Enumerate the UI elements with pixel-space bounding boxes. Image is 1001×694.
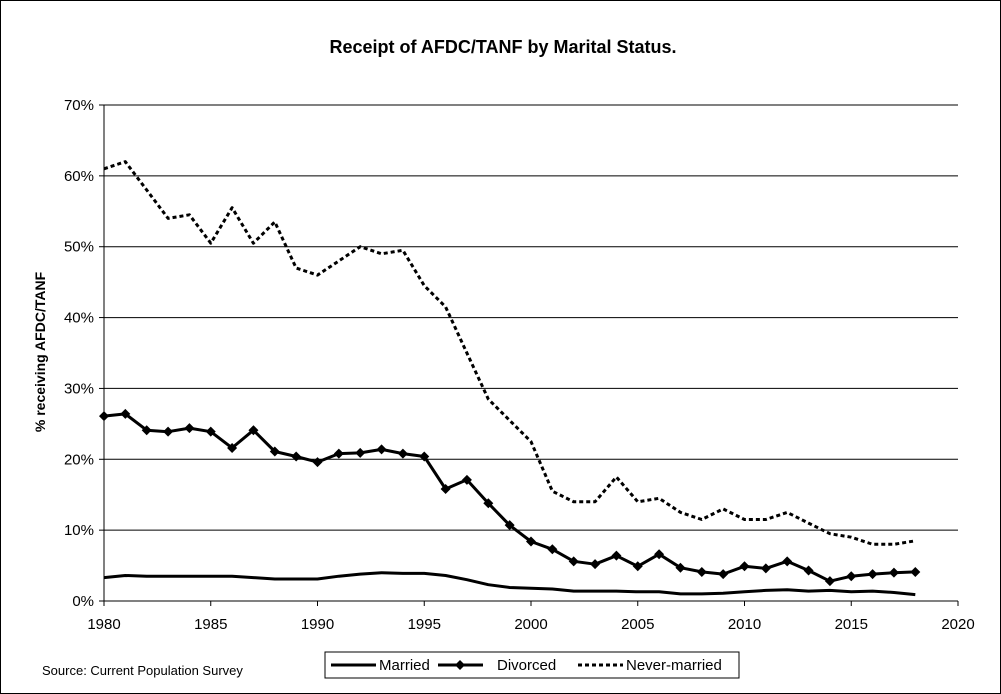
source-note: Source: Current Population Survey xyxy=(42,663,243,678)
data-point-divorced xyxy=(205,426,216,437)
data-point-divorced xyxy=(461,474,472,485)
data-point-divorced xyxy=(120,408,131,419)
y-tick-label: 40% xyxy=(64,310,94,327)
legend-label-married: Married xyxy=(379,657,430,674)
data-point-divorced xyxy=(782,556,793,567)
data-point-divorced xyxy=(333,448,344,459)
x-tick-label: 2010 xyxy=(728,616,761,633)
series-line-never-married xyxy=(103,160,916,546)
data-point-divorced xyxy=(910,566,921,577)
x-tick-label: 2015 xyxy=(835,616,868,633)
data-point-divorced xyxy=(291,451,302,462)
data-point-divorced xyxy=(419,451,430,462)
series-group xyxy=(99,160,921,597)
y-axis-ticks: 0% 10% 20% 30% 40% 50% 60% 70% xyxy=(64,97,104,610)
data-point-divorced xyxy=(675,562,686,573)
legend-marker-divorced xyxy=(455,660,465,670)
data-point-divorced xyxy=(718,569,729,580)
data-point-divorced xyxy=(632,561,643,572)
y-tick-label: 60% xyxy=(64,168,94,185)
x-tick-label: 2005 xyxy=(621,616,654,633)
x-tick-label: 2000 xyxy=(514,616,547,633)
data-point-divorced xyxy=(397,448,408,459)
data-point-divorced xyxy=(803,565,814,576)
y-tick-label: 70% xyxy=(64,97,94,114)
data-point-divorced xyxy=(483,498,494,509)
legend-label-divorced: Divorced xyxy=(497,657,556,674)
x-tick-label: 1995 xyxy=(408,616,441,633)
series-line-married xyxy=(103,571,916,597)
data-point-divorced xyxy=(312,457,323,468)
data-point-divorced xyxy=(867,569,878,580)
data-point-divorced xyxy=(611,550,622,561)
data-point-divorced xyxy=(376,444,387,455)
data-point-divorced xyxy=(141,425,152,436)
y-tick-label: 30% xyxy=(64,380,94,397)
data-point-divorced xyxy=(526,536,536,547)
data-point-divorced xyxy=(184,423,195,434)
data-point-divorced xyxy=(760,563,771,574)
y-axis-label: % receiving AFDC/TANF xyxy=(32,271,48,432)
legend-label-never-married: Never-married xyxy=(626,657,722,674)
data-point-divorced xyxy=(547,544,558,555)
y-tick-label: 10% xyxy=(64,522,94,539)
data-point-divorced xyxy=(568,556,579,567)
data-point-divorced xyxy=(504,520,515,531)
legend-box xyxy=(324,651,740,679)
data-point-divorced xyxy=(846,571,857,582)
x-tick-label: 1980 xyxy=(87,616,120,633)
data-point-divorced xyxy=(163,426,174,437)
x-tick-label: 2020 xyxy=(941,616,974,633)
data-point-divorced xyxy=(739,561,750,572)
data-point-divorced xyxy=(888,567,899,578)
x-tick-label: 1990 xyxy=(301,616,334,633)
chart-title: Receipt of AFDC/TANF by Marital Status. xyxy=(329,37,676,57)
data-point-divorced xyxy=(824,576,835,587)
y-tick-label: 20% xyxy=(64,451,94,468)
data-point-divorced xyxy=(99,411,109,422)
x-tick-label: 1985 xyxy=(194,616,227,633)
data-point-divorced xyxy=(654,549,665,560)
data-point-divorced xyxy=(248,425,259,436)
data-point-divorced xyxy=(227,442,238,453)
x-axis-ticks: 1980 1985 1990 1995 2000 2005 2010 2015 2020 xyxy=(87,601,975,633)
legend: Married Divorced Never-married xyxy=(324,651,740,679)
data-point-divorced xyxy=(440,484,451,495)
data-point-divorced xyxy=(269,446,280,457)
series-line-divorced xyxy=(103,412,916,583)
data-point-divorced xyxy=(355,447,366,458)
gridlines xyxy=(103,104,958,602)
data-point-divorced xyxy=(590,559,601,570)
y-tick-label: 50% xyxy=(64,239,94,256)
data-point-divorced xyxy=(696,566,707,577)
y-tick-label: 0% xyxy=(72,593,94,610)
